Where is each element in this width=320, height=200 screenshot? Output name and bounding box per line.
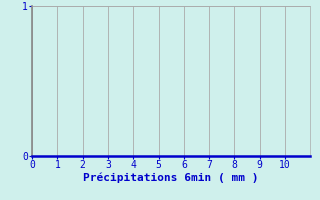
X-axis label: Précipitations 6min ( mm ): Précipitations 6min ( mm ) (84, 173, 259, 183)
